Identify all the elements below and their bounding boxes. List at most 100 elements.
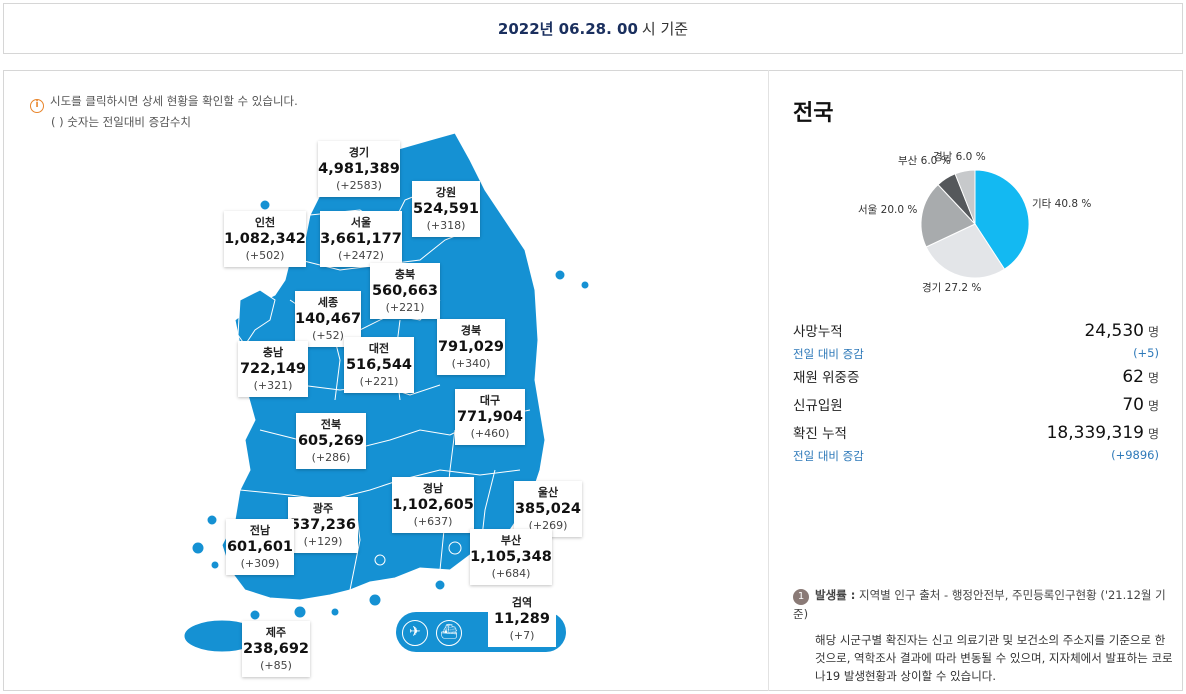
region-value: 560,663 [371, 283, 439, 299]
pie-slice-4 [954, 169, 976, 225]
region-diff: (+309) [240, 557, 280, 570]
stat-new-admission: 신규입원 70 명 [793, 394, 1159, 415]
pie-label-gyeonggi: 경기 27.2 % [922, 282, 982, 294]
region-value: 238,692 [242, 641, 310, 657]
region-diff: (+502) [245, 249, 285, 262]
stat-deaths-diff: 전일 대비 증감 (+5) [793, 346, 1159, 362]
date-suffix: 시 기준 [641, 20, 689, 38]
region-value: 516,544 [345, 357, 413, 373]
stat-deaths-diff-label: 전일 대비 증감 [793, 347, 864, 361]
ship-icon: ⛴ [436, 620, 462, 646]
region-name: 대구 [479, 394, 501, 407]
region-name: 충남 [262, 346, 284, 359]
region-card-chungbuk[interactable]: 충북 560,663 (+221) [370, 263, 440, 319]
date-bold: 2022년 06.28. 00 [497, 20, 638, 38]
region-diff: (+269) [528, 519, 568, 532]
side-title: 전국 [793, 101, 834, 126]
region-name: 울산 [537, 486, 559, 499]
region-card-jeju[interactable]: 제주 238,692 (+85) [242, 621, 310, 677]
notice-line2: ( ) 숫자는 전일대비 증감수치 [51, 115, 191, 129]
region-card-busan[interactable]: 부산 1,105,348 (+684) [470, 529, 552, 585]
pie-slice-2 [920, 183, 976, 248]
region-card-daegu[interactable]: 대구 771,904 (+460) [455, 389, 525, 445]
region-diff: (+7) [509, 629, 535, 642]
region-card-gyeongbuk[interactable]: 경북 791,029 (+340) [437, 319, 505, 375]
stat-severe-value: 62 [1122, 367, 1144, 387]
region-card-incheon[interactable]: 인천 1,082,342 (+502) [224, 211, 306, 267]
main-panel [3, 70, 1183, 691]
pie-label-etc: 기타 40.8 % [1032, 198, 1092, 210]
region-name: 검역 [511, 596, 533, 609]
notice: i 시도를 클릭하시면 상세 현황을 확인할 수 있습니다. ( ) 숫자는 전일… [30, 92, 298, 132]
national-pie-chart [920, 169, 1030, 279]
region-name: 인천 [254, 216, 276, 229]
info-icon: i [30, 99, 44, 113]
region-diff: (+2583) [336, 179, 382, 192]
region-card-quarantine[interactable]: 검역 11,289 (+7) [488, 591, 556, 647]
region-diff: (+340) [451, 357, 491, 370]
stat-confirmed-diff-label: 전일 대비 증감 [793, 449, 864, 463]
region-card-jeonnam[interactable]: 전남 601,601 (+309) [226, 519, 294, 575]
pie-label-seoul: 서울 20.0 % [858, 204, 918, 216]
region-value: 1,102,605 [392, 497, 474, 513]
region-value: 385,024 [514, 501, 582, 517]
region-value: 4,981,389 [318, 161, 400, 177]
region-card-jeonbuk[interactable]: 전북 605,269 (+286) [296, 413, 366, 469]
pie-label-busan: 부산 6.0 % [898, 155, 951, 167]
stat-newadmit-value: 70 [1122, 395, 1144, 415]
stat-confirmed: 확진 누적 18,339,319 명 [793, 422, 1159, 443]
date-header: 2022년 06.28. 00 시 기준 [3, 3, 1183, 54]
panel-divider [768, 70, 769, 691]
region-name: 전남 [249, 524, 271, 537]
region-value: 3,661,177 [320, 231, 402, 247]
region-card-gangwon[interactable]: 강원 524,591 (+318) [412, 181, 480, 237]
region-name: 세종 [317, 296, 339, 309]
unit-label: 명 [1147, 427, 1159, 441]
pie-slice-1 [925, 223, 1006, 279]
stat-severe-label: 재원 위중증 [793, 370, 860, 386]
stat-confirmed-diff: 전일 대비 증감 (+9896) [793, 448, 1159, 464]
region-value: 537,236 [289, 517, 357, 533]
footnote-source: 지역별 인구 출처 - 행정안전부, 주민등록인구현황 ('21.12월 기준) [793, 588, 1166, 621]
region-diff: (+221) [385, 301, 425, 314]
region-diff: (+637) [413, 515, 453, 528]
map-west-coast [237, 289, 276, 346]
region-diff: (+318) [426, 219, 466, 232]
region-card-chungnam[interactable]: 충남 722,149 (+321) [238, 341, 308, 397]
region-value: 1,105,348 [470, 549, 552, 565]
region-name: 경북 [460, 324, 482, 337]
region-diff: (+684) [491, 567, 531, 580]
footnote: 1 발생률 : 지역별 인구 출처 - 행정안전부, 주민등록인구현황 ('21.… [793, 586, 1173, 685]
region-card-gyeonggi[interactable]: 경기 4,981,389 (+2583) [318, 141, 400, 197]
stat-newadmit-label: 신규입원 [793, 398, 843, 414]
region-name: 경기 [348, 146, 370, 159]
footnote-body: 해당 시군구별 확진자는 신고 의료기관 및 보건소의 주소지를 기준으로 한 … [815, 633, 1173, 683]
region-name: 경남 [422, 482, 444, 495]
unit-label: 명 [1147, 371, 1159, 385]
region-name: 부산 [500, 534, 522, 547]
stat-deaths-diff-value: (+5) [1133, 346, 1159, 360]
region-diff: (+52) [312, 329, 344, 342]
region-card-ulsan[interactable]: 울산 385,024 (+269) [514, 481, 582, 537]
region-name: 전북 [320, 418, 342, 431]
region-diff: (+129) [303, 535, 343, 548]
region-name: 제주 [265, 626, 287, 639]
region-value: 791,029 [437, 339, 505, 355]
region-card-gyeongnam[interactable]: 경남 1,102,605 (+637) [392, 477, 474, 533]
unit-label: 명 [1147, 325, 1159, 339]
region-card-seoul[interactable]: 서울 3,661,177 (+2472) [320, 211, 402, 267]
region-value: 771,904 [456, 409, 524, 425]
stat-deaths-label: 사망누적 [793, 324, 843, 340]
unit-label: 명 [1147, 399, 1159, 413]
region-diff: (+221) [359, 375, 399, 388]
region-diff: (+2472) [338, 249, 384, 262]
region-value: 1,082,342 [224, 231, 306, 247]
region-card-gwangju[interactable]: 광주 537,236 (+129) [288, 497, 358, 553]
region-value: 11,289 [494, 611, 550, 627]
stat-confirmed-diff-value: (+9896) [1111, 448, 1159, 462]
region-card-daejeon[interactable]: 대전 516,544 (+221) [344, 337, 414, 393]
region-value: 722,149 [239, 361, 307, 377]
region-value: 601,601 [226, 539, 294, 555]
region-name: 대전 [368, 342, 390, 355]
region-name: 서울 [350, 216, 372, 229]
